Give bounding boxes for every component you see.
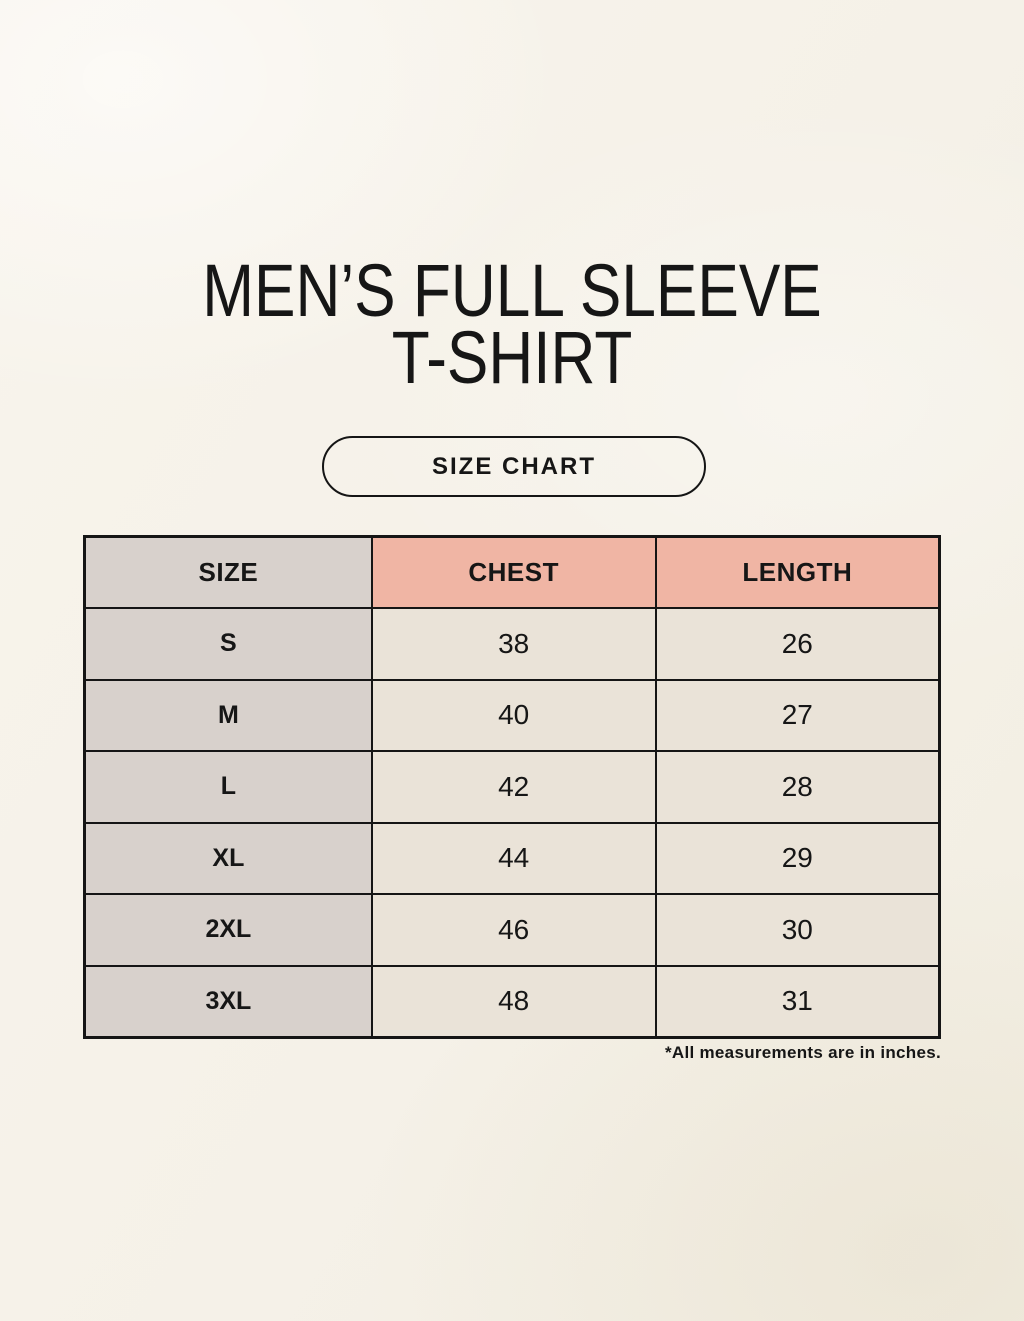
length-cell: 30: [654, 893, 941, 967]
table-row: L 42 28: [83, 750, 941, 824]
column-header-chest: CHEST: [370, 535, 657, 609]
size-cell: S: [83, 607, 373, 681]
size-cell: XL: [83, 821, 373, 895]
table-row: 2XL 46 30: [83, 893, 941, 967]
chest-cell: 38: [370, 607, 657, 681]
size-cell: M: [83, 678, 373, 752]
chest-cell: 48: [370, 964, 657, 1038]
chest-cell: 42: [370, 750, 657, 824]
size-cell: L: [83, 750, 373, 824]
size-table: SIZE CHEST LENGTH S 38 26 M 40 27 L 42 28 XL 44 29 2…: [83, 535, 941, 1039]
table-row: XL 44 29: [83, 821, 941, 895]
length-cell: 31: [654, 964, 941, 1038]
table-row: M 40 27: [83, 678, 941, 752]
page-title: MEN’S FULL SLEEVE T-SHIRT: [0, 249, 1024, 399]
table-row: S 38 26: [83, 607, 941, 681]
size-cell: 3XL: [83, 964, 373, 1038]
size-chart-badge-label: SIZE CHART: [432, 452, 596, 480]
column-header-size: SIZE: [83, 535, 373, 609]
table-header-row: SIZE CHEST LENGTH: [83, 535, 941, 609]
column-header-length: LENGTH: [654, 535, 941, 609]
length-cell: 28: [654, 750, 941, 824]
length-cell: 26: [654, 607, 941, 681]
table-row: 3XL 48 31: [83, 964, 941, 1038]
size-cell: 2XL: [83, 893, 373, 967]
size-chart-badge: SIZE CHART: [322, 436, 706, 497]
chest-cell: 44: [370, 821, 657, 895]
measurements-footnote: *All measurements are in inches.: [664, 1043, 941, 1062]
page-title-line1: MEN’S FULL SLEEVE: [202, 249, 822, 332]
chest-cell: 40: [370, 678, 657, 752]
length-cell: 27: [654, 678, 941, 752]
chest-cell: 46: [370, 893, 657, 967]
length-cell: 29: [654, 821, 941, 895]
page-title-line2: T-SHIRT: [391, 315, 633, 399]
